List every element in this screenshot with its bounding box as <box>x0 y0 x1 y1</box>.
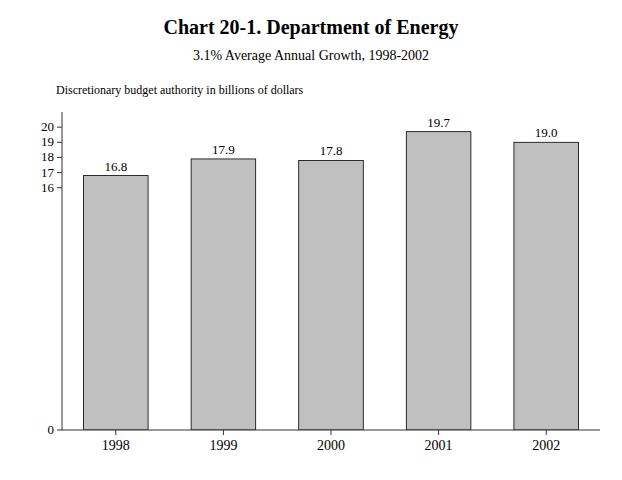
bar <box>84 176 149 430</box>
data-label: 17.8 <box>320 143 343 158</box>
x-tick <box>115 430 116 435</box>
x-tick-label: 2001 <box>425 438 453 453</box>
bar <box>514 142 579 430</box>
x-tick <box>438 430 439 435</box>
bars <box>84 132 579 430</box>
y-axis-line <box>62 112 63 430</box>
y-tick <box>57 172 62 173</box>
bar <box>191 159 256 430</box>
y-tick-label: 20 <box>41 119 54 134</box>
y-tick <box>57 127 62 128</box>
y-tick <box>57 430 62 431</box>
x-tick-label: 2002 <box>532 438 560 453</box>
subtitle: 3.1% Average Annual Growth, 1998-2002 <box>193 48 429 63</box>
y-tick-label: 16 <box>41 180 55 195</box>
data-label: 19.7 <box>427 115 450 130</box>
y-tick-label: 0 <box>48 422 55 437</box>
axis-label: Discretionary budget authority in billio… <box>56 83 304 97</box>
x-tick-label: 2000 <box>317 438 345 453</box>
bar <box>299 160 364 430</box>
y-tick-label: 18 <box>41 149 54 164</box>
y-tick <box>57 142 62 143</box>
data-label: 16.8 <box>104 159 127 174</box>
data-label: 17.9 <box>212 142 235 157</box>
y-tick-label: 17 <box>41 165 55 180</box>
x-tick-label: 1999 <box>209 438 237 453</box>
data-label: 19.0 <box>535 125 558 140</box>
y-tick <box>57 187 62 188</box>
chart: Chart 20-1. Department of Energy 3.1% Ave… <box>0 0 622 480</box>
title: Chart 20-1. Department of Energy <box>164 16 459 39</box>
bar <box>406 132 471 430</box>
y-tick <box>57 157 62 158</box>
x-tick <box>546 430 547 435</box>
y-tick-label: 19 <box>41 134 54 149</box>
x-tick <box>223 430 224 435</box>
x-tick <box>331 430 332 435</box>
x-tick-label: 1998 <box>102 438 130 453</box>
